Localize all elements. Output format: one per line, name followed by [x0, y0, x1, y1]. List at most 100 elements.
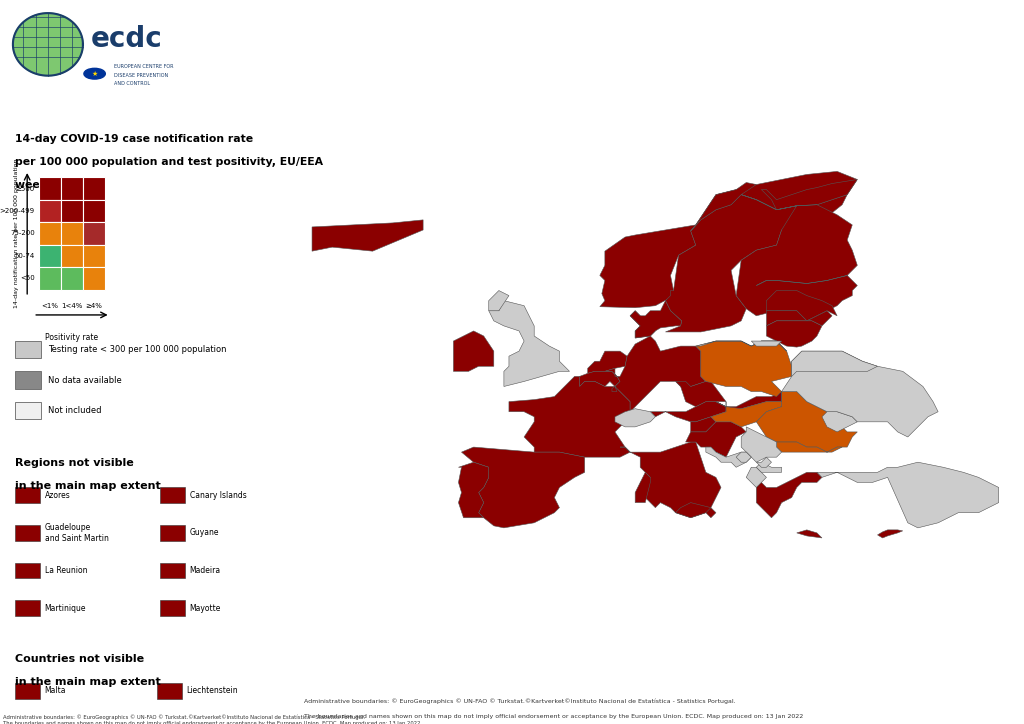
Text: Administrative boundaries: © EuroGeographics © UN-FAO © Turkstat.©Kartverket©Ins: Administrative boundaries: © EuroGeograp…	[3, 715, 365, 720]
Bar	[160, 525, 185, 541]
Text: Canary Islands: Canary Islands	[189, 491, 247, 500]
Text: Not included: Not included	[48, 406, 101, 415]
Polygon shape	[620, 442, 721, 518]
Text: Countries not visible: Countries not visible	[15, 654, 144, 664]
Polygon shape	[822, 412, 857, 432]
Bar	[160, 487, 185, 503]
Bar	[15, 402, 41, 419]
Text: Administrative boundaries: © EuroGeographics © UN-FAO © Turkstat.©Kartverket©Ins: Administrative boundaries: © EuroGeograp…	[304, 698, 736, 704]
Bar	[61, 222, 83, 245]
Polygon shape	[615, 408, 655, 427]
Bar	[39, 222, 61, 245]
Bar	[39, 245, 61, 267]
Bar	[39, 177, 61, 200]
Bar	[15, 683, 40, 699]
Polygon shape	[766, 311, 833, 326]
Polygon shape	[462, 447, 585, 528]
Text: <1%: <1%	[42, 303, 58, 308]
Polygon shape	[878, 530, 903, 538]
Polygon shape	[766, 321, 822, 347]
Polygon shape	[488, 290, 509, 311]
Text: The boundaries and names shown on this map do not imply official endorsement or : The boundaries and names shown on this m…	[304, 714, 804, 719]
Bar	[61, 200, 83, 222]
Bar	[61, 267, 83, 290]
Polygon shape	[488, 300, 569, 387]
Text: Guadeloupe
and Saint Martin: Guadeloupe and Saint Martin	[45, 523, 109, 542]
Bar	[39, 267, 61, 290]
Text: Testing rate < 300 per 100 000 population: Testing rate < 300 per 100 000 populatio…	[48, 345, 227, 354]
Polygon shape	[676, 382, 726, 407]
Polygon shape	[741, 427, 781, 462]
Polygon shape	[650, 402, 726, 422]
Polygon shape	[666, 195, 847, 332]
Bar	[83, 245, 104, 267]
Polygon shape	[792, 351, 878, 376]
Polygon shape	[695, 341, 786, 351]
Text: Regions not visible: Regions not visible	[15, 458, 134, 468]
Text: Mayotte: Mayotte	[189, 604, 221, 613]
Text: AND CONTROL: AND CONTROL	[114, 81, 151, 86]
Bar	[61, 245, 83, 267]
Polygon shape	[459, 462, 488, 518]
Bar	[160, 563, 185, 578]
Polygon shape	[817, 462, 998, 528]
Polygon shape	[736, 452, 752, 462]
Text: Guyane: Guyane	[189, 529, 219, 537]
Polygon shape	[13, 13, 83, 75]
Polygon shape	[757, 457, 771, 467]
Bar	[15, 563, 40, 578]
Polygon shape	[691, 417, 716, 432]
Polygon shape	[686, 422, 746, 457]
Text: in the main map extent: in the main map extent	[15, 481, 161, 492]
Text: 14-day COVID-19 case notification rate: 14-day COVID-19 case notification rate	[15, 134, 253, 144]
Text: weeks 52 - 01: weeks 52 - 01	[15, 180, 99, 190]
Polygon shape	[600, 172, 857, 308]
Text: >200-499: >200-499	[0, 208, 35, 214]
Bar	[83, 222, 104, 245]
Bar	[15, 487, 40, 503]
Text: in the main map extent: in the main map extent	[15, 677, 161, 687]
Polygon shape	[757, 472, 822, 518]
Text: ≥4%: ≥4%	[85, 303, 102, 308]
Polygon shape	[676, 502, 711, 518]
Bar	[83, 200, 104, 222]
Bar	[39, 200, 61, 222]
Bar	[15, 341, 41, 358]
Polygon shape	[588, 351, 627, 374]
Polygon shape	[752, 341, 781, 346]
Bar	[157, 683, 182, 699]
Polygon shape	[706, 447, 752, 467]
Text: ≥500: ≥500	[15, 185, 35, 192]
Polygon shape	[711, 402, 781, 427]
Polygon shape	[509, 376, 630, 457]
Text: 50-74: 50-74	[14, 253, 35, 259]
Polygon shape	[312, 220, 423, 251]
Text: Madeira: Madeira	[189, 566, 221, 575]
Polygon shape	[454, 331, 494, 371]
Text: ecdc: ecdc	[91, 25, 163, 53]
Bar	[83, 267, 104, 290]
Polygon shape	[781, 351, 938, 437]
Polygon shape	[776, 442, 842, 452]
Text: EUROPEAN CENTRE FOR: EUROPEAN CENTRE FOR	[114, 64, 174, 69]
Polygon shape	[580, 371, 620, 387]
Bar	[15, 371, 41, 389]
Text: 75-200: 75-200	[10, 230, 35, 237]
Text: Malta: Malta	[45, 686, 67, 695]
Text: Azores: Azores	[45, 491, 71, 500]
Text: La Reunion: La Reunion	[45, 566, 87, 575]
Text: per 100 000 population and test positivity, EU/EEA: per 100 000 population and test positivi…	[15, 157, 324, 167]
Text: DISEASE PREVENTION: DISEASE PREVENTION	[114, 72, 168, 77]
Bar	[61, 177, 83, 200]
Text: The boundaries and names shown on this map do not imply official endorsement or : The boundaries and names shown on this m…	[3, 721, 421, 724]
Polygon shape	[612, 382, 620, 392]
Polygon shape	[635, 472, 650, 502]
Polygon shape	[630, 300, 682, 338]
Text: Martinique: Martinique	[45, 604, 86, 613]
Text: 14-day notification rate per 100 000 population: 14-day notification rate per 100 000 pop…	[14, 159, 19, 308]
Polygon shape	[746, 467, 766, 487]
Polygon shape	[766, 290, 838, 321]
Text: Liechtenstein: Liechtenstein	[186, 686, 239, 695]
Polygon shape	[726, 392, 781, 412]
Polygon shape	[605, 336, 706, 412]
